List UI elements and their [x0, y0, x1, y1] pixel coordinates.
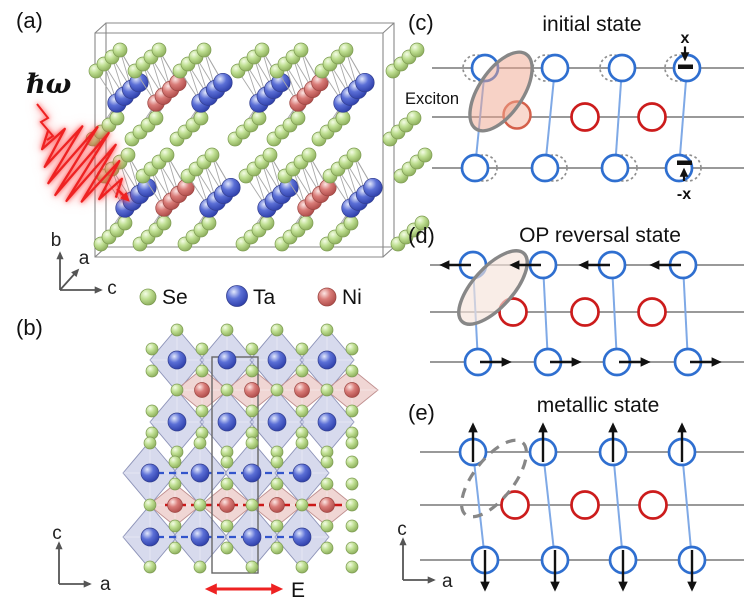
axes-a: [56, 251, 103, 294]
displacement-bar-bottom: [677, 160, 692, 165]
panel-c: x -x Exciton (c) initial state: [405, 10, 744, 203]
panel-c-title: initial state: [542, 13, 641, 36]
legend-ni-sphere-icon: [317, 287, 337, 307]
axis-c-label: c: [107, 278, 117, 299]
exciton-ellipse: [468, 50, 534, 133]
e-field-label: E: [291, 579, 305, 602]
axes-b: [55, 541, 92, 588]
layered-lattice: [122, 323, 379, 574]
displacement-bar-top: [678, 64, 693, 69]
lattice-schematic-metallic: [420, 437, 744, 575]
exciton-label: Exciton: [405, 90, 459, 108]
axis-a-label: a: [79, 248, 90, 269]
photon-energy-label: ℏω: [26, 69, 72, 100]
displacement-top-label: x: [681, 30, 690, 47]
legend-ta-sphere-icon: [226, 285, 248, 307]
panel-b-label: (b): [16, 315, 43, 340]
laser-pulse-icon: [36, 103, 130, 203]
crystal-lattice: [85, 42, 433, 252]
displacement-arrows: [439, 260, 722, 367]
panel-d-label: (d): [408, 223, 435, 248]
displacement-bottom-label: -x: [677, 186, 691, 203]
panel-d-title: OP reversal state: [519, 224, 681, 247]
legend-se-sphere-icon: [139, 288, 157, 306]
lattice-schematic-initial: [432, 53, 744, 183]
legend-ni-label: Ni: [342, 286, 362, 309]
axis-b-label: b: [51, 230, 62, 251]
panel-d: (d) OP reversal state: [408, 223, 744, 377]
legend-ta-label: Ta: [253, 286, 276, 309]
axis-a-arrow: [59, 268, 80, 291]
panel-e-title: metallic state: [537, 394, 660, 417]
panel-b: (b) c a E: [16, 315, 379, 602]
axis-c-label: c: [397, 519, 407, 540]
panel-a-label: (a): [16, 8, 43, 33]
panel-e: (e) metallic state c a: [397, 394, 744, 592]
velocity-arrows: [468, 422, 697, 592]
panel-e-label: (e): [408, 400, 435, 425]
panel-a: ℏω (a) b a c Se Ta Ni: [16, 8, 433, 309]
axis-a-label: a: [100, 574, 111, 595]
legend-se-label: Se: [162, 286, 188, 309]
axis-c-label: c: [52, 523, 62, 544]
melted-exciton-dashed-ellipse: [459, 438, 529, 519]
axis-a-label: a: [442, 571, 453, 592]
axes-e: [399, 537, 436, 584]
panel-c-label: (c): [408, 10, 434, 35]
legend: Se Ta Ni: [139, 285, 362, 309]
